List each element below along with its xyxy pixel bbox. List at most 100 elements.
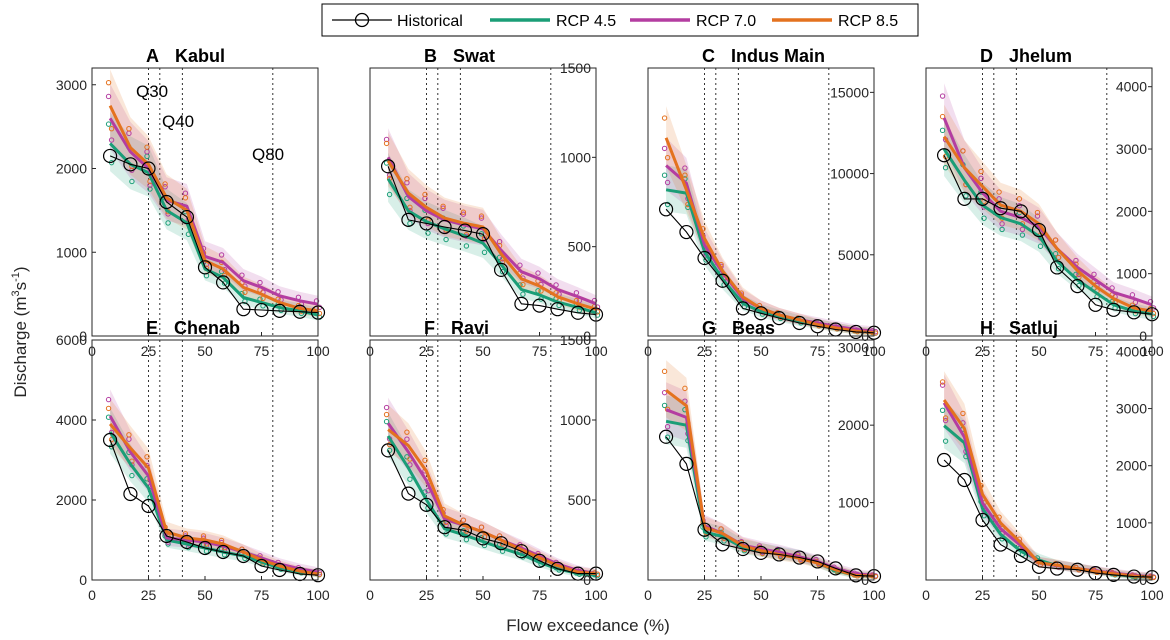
historical-point <box>141 498 156 514</box>
historical-point <box>141 161 156 176</box>
member-point <box>481 249 488 256</box>
member-point <box>939 113 946 120</box>
member-point <box>939 407 946 413</box>
member-point <box>517 262 523 268</box>
historical-point <box>848 324 864 340</box>
member-point <box>682 172 688 178</box>
panel-letter: E <box>146 318 158 338</box>
member-point <box>478 215 485 221</box>
x-tick-label: 0 <box>922 587 930 603</box>
y-tick-label: 500 <box>568 492 592 508</box>
member-point <box>108 137 115 143</box>
historical-point <box>975 512 990 528</box>
member-point <box>664 424 671 430</box>
x-tick-label: 100 <box>1140 587 1164 603</box>
panel-title-kabul: A Kabul <box>146 46 225 66</box>
historical-point <box>1013 548 1029 564</box>
member-point <box>999 221 1005 227</box>
x-axis-label: Flow exceedance (%) <box>506 616 669 635</box>
historical-point <box>197 540 213 556</box>
member-point <box>147 182 153 188</box>
x-tick-label: 0 <box>88 587 96 603</box>
y-tick-label: 4000 <box>1116 343 1147 359</box>
line-rcp85 <box>108 105 319 313</box>
member-point <box>1052 237 1059 243</box>
y-tick-label: 0 <box>1139 328 1147 344</box>
y-tick-label: 1000 <box>560 412 591 428</box>
historical-point <box>993 537 1008 552</box>
band-rcp45 <box>110 407 318 578</box>
member-point <box>404 176 410 182</box>
panel-letter: A <box>146 46 159 66</box>
member-point <box>499 268 506 275</box>
legend-historical-marker <box>354 12 370 28</box>
member-point <box>535 270 541 276</box>
line-rcp85 <box>664 137 875 335</box>
historical-point <box>1049 260 1065 275</box>
band-rcp85 <box>666 360 874 579</box>
member-point <box>404 436 410 442</box>
panel-name: Jhelum <box>1009 46 1072 66</box>
x-tick-label: 75 <box>254 587 270 603</box>
y-tick-label: 3000 <box>1116 401 1147 417</box>
member-point <box>664 154 671 161</box>
y-tick-label: 1500 <box>560 60 591 76</box>
member-point <box>960 410 966 417</box>
y-tick-label: 15000 <box>830 84 869 100</box>
y-tick-label: 2000 <box>1116 458 1147 474</box>
historical-point <box>179 209 195 225</box>
member-point <box>1091 271 1097 277</box>
y-tick-label: 2000 <box>56 161 87 177</box>
member-point <box>478 524 485 530</box>
member-point <box>661 115 668 121</box>
x-tick-label: 75 <box>1088 587 1104 603</box>
legend-rcp85-label: RCP 8.5 <box>838 13 898 30</box>
y-tick-label: 3000 <box>1116 141 1147 157</box>
member-point <box>460 209 467 215</box>
member-point <box>520 281 526 288</box>
member-point <box>108 126 115 132</box>
panel-name: Satluj <box>1009 318 1058 338</box>
member-point <box>182 195 189 201</box>
member-point <box>942 417 949 424</box>
line-rcp85 <box>942 135 1153 313</box>
member-point <box>404 429 410 435</box>
historical-point <box>1031 222 1047 238</box>
historical-point <box>401 486 416 501</box>
historical-point <box>102 148 118 164</box>
x-tick-label: 75 <box>254 343 270 359</box>
y-tick-label: 1000 <box>838 495 869 511</box>
panel-letter: F <box>424 318 435 338</box>
member-point <box>661 172 668 178</box>
y-axis-label-sup1: 3 <box>10 290 22 296</box>
line-historical <box>109 155 319 314</box>
panel-letter: B <box>424 46 437 66</box>
line-historical <box>665 208 875 334</box>
member-point <box>257 279 263 286</box>
line-rcp70 <box>108 117 319 306</box>
historical-point <box>810 554 825 569</box>
historical-point <box>975 191 990 206</box>
x-tick-label: 100 <box>862 587 886 603</box>
member-point <box>960 148 966 154</box>
historical-point <box>993 201 1008 216</box>
y-tick-label: 1000 <box>1116 515 1147 531</box>
member-point <box>996 189 1002 195</box>
panel-name: Kabul <box>175 46 225 66</box>
band-rcp45 <box>388 412 596 579</box>
member-point <box>460 517 467 523</box>
member-point <box>460 211 467 217</box>
historical-point <box>236 548 251 564</box>
member-point <box>383 411 390 418</box>
member-point <box>221 280 228 286</box>
annotation-q80: Q80 <box>252 145 284 164</box>
member-point <box>422 191 428 198</box>
historical-point <box>957 191 972 206</box>
member-point <box>999 226 1005 233</box>
member-point <box>981 215 987 221</box>
member-point <box>162 184 168 190</box>
y-tick-label: 1000 <box>560 149 591 165</box>
